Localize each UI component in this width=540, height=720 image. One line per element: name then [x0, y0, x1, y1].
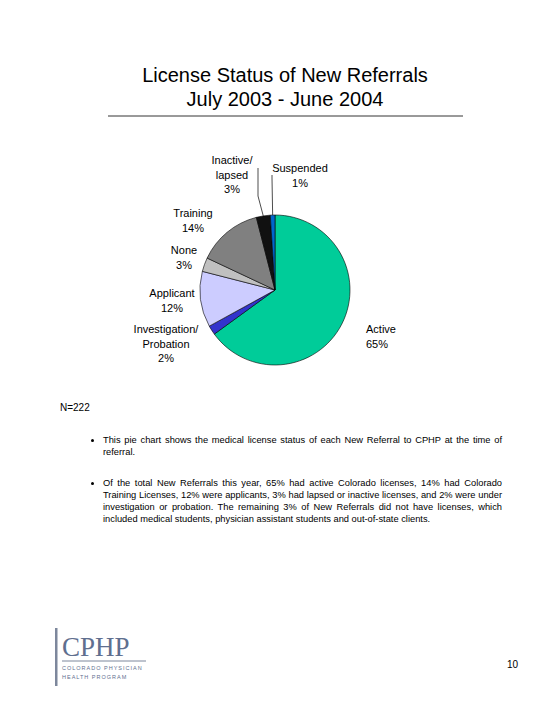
leader-line	[258, 168, 263, 216]
data-labels: Active 65% Investigation/Probation 2% Applic…	[134, 154, 396, 364]
slice-value-label: 3%	[176, 259, 192, 271]
slice-category-label: Investigation/	[134, 323, 200, 335]
chart-container: License Status of New ReferralsJuly 2003…	[0, 0, 540, 720]
pie-slice	[270, 215, 275, 290]
slice-category-label: Suspended	[272, 162, 328, 174]
logo-tagline: COLORADO PHYSICIAN	[62, 665, 143, 671]
slice-category-label: None	[171, 244, 197, 256]
slice-value-label: 12%	[161, 302, 183, 314]
logo: CPHP COLORADO PHYSICIAN HEALTH PROGRAM	[55, 628, 146, 686]
slice-category-label: Applicant	[149, 287, 194, 299]
slice-category-label: Training	[173, 207, 212, 219]
bullet-list: This pie chart shows the medical license…	[60, 434, 502, 544]
slice-category-label: lapsed	[216, 169, 248, 181]
chart-title: License Status of New Referrals	[142, 64, 428, 86]
logo-name: CPHP	[62, 632, 130, 662]
slice-value-label: 2%	[158, 352, 174, 364]
slice-category-label: Active	[366, 323, 396, 335]
logo-rule	[62, 661, 146, 662]
slice-value-label: 1%	[292, 177, 308, 189]
bullet-item: This pie chart shows the medical license…	[103, 434, 502, 459]
pie-slice	[256, 215, 275, 290]
logo-bar	[55, 628, 58, 686]
chart-svg: License Status of New ReferralsJuly 2003…	[0, 0, 540, 720]
slice-category-label: Inactive/	[212, 154, 254, 166]
slice-value-label: 65%	[366, 338, 388, 350]
chart-subtitle: July 2003 - June 2004	[187, 88, 384, 110]
slice-category-label: Probation	[142, 338, 189, 350]
leader-line	[272, 175, 274, 215]
page: License Status of New ReferralsJuly 2003…	[0, 0, 540, 720]
bullet-item: Of the total New Referrals this year, 65…	[103, 477, 502, 526]
slice-value-label: 3%	[224, 183, 240, 195]
page-number: 10	[507, 659, 519, 670]
pie-slices	[200, 215, 350, 365]
slice-value-label: 14%	[182, 222, 204, 234]
sample-size-note: N=222	[60, 402, 90, 413]
title-rule	[108, 116, 463, 117]
logo-tagline: HEALTH PROGRAM	[62, 674, 127, 680]
